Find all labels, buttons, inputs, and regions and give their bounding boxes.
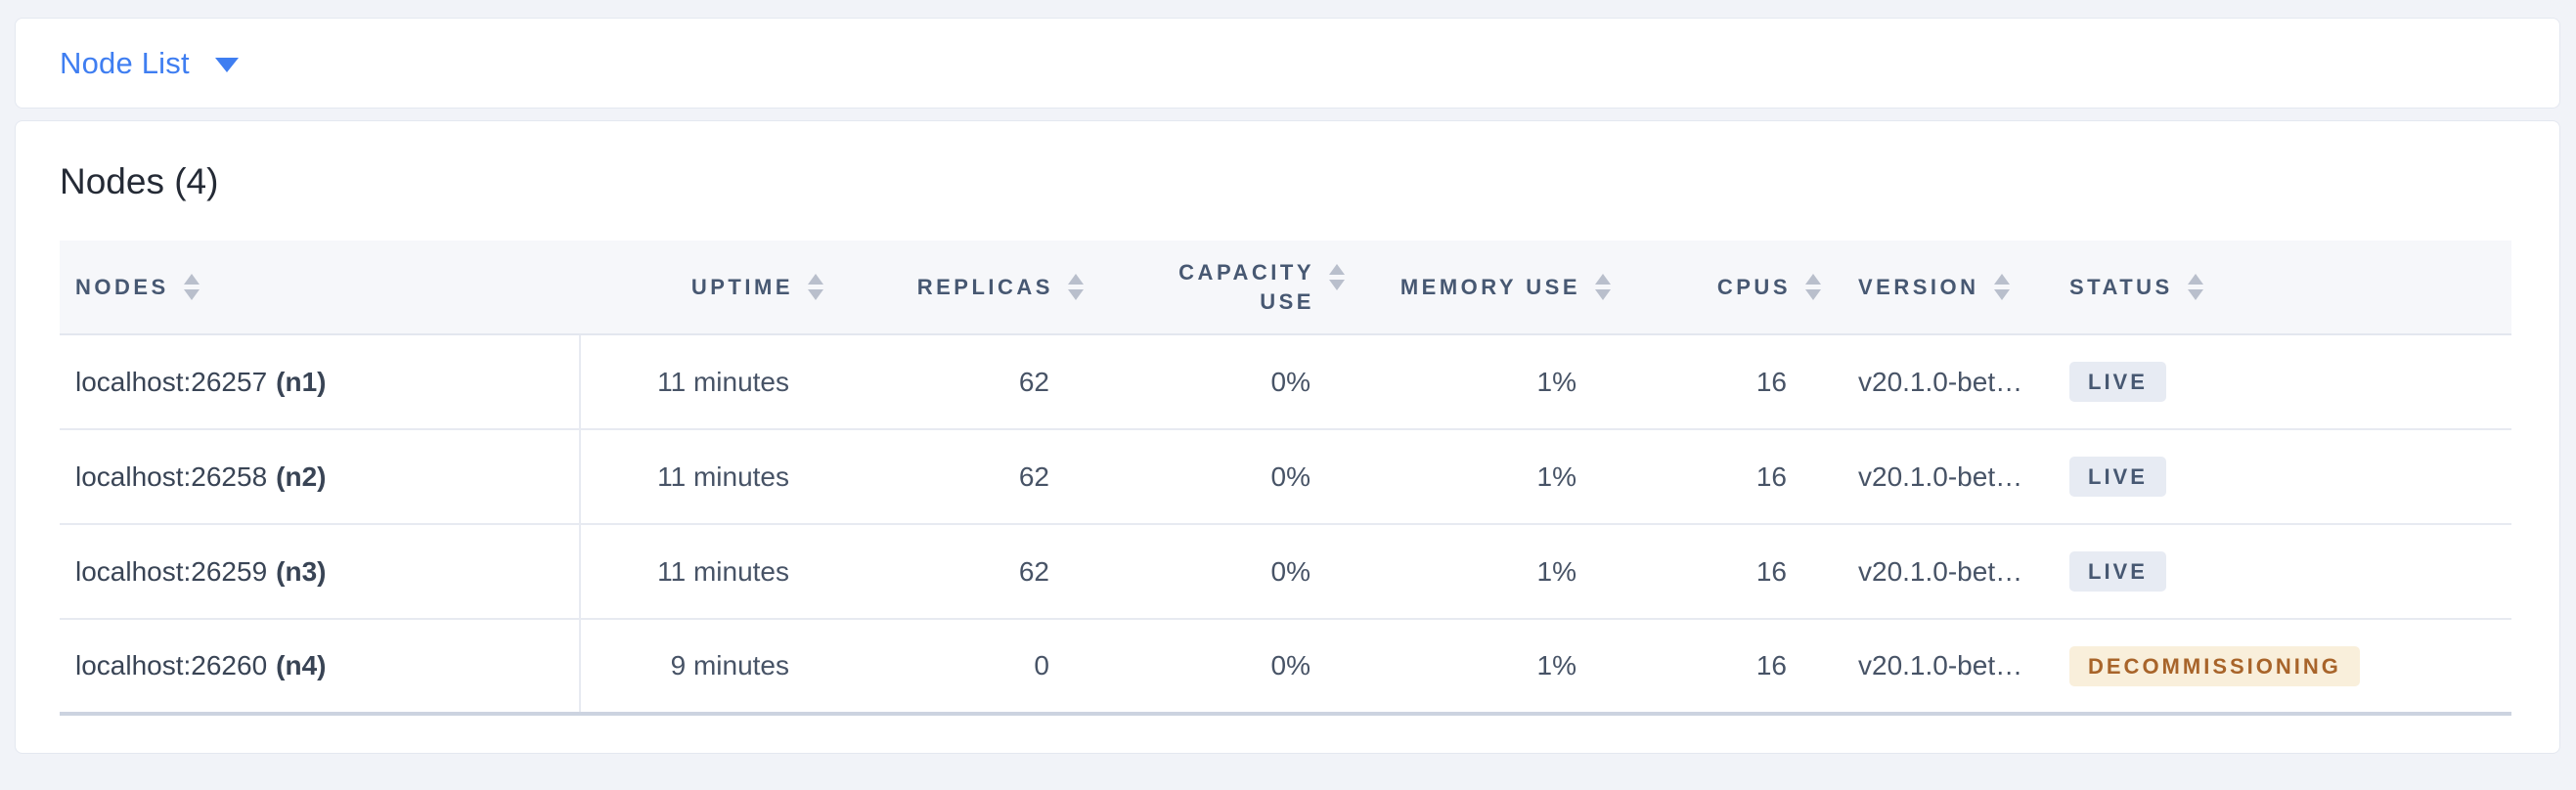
chevron-down-icon xyxy=(214,58,239,72)
cell-node-address: localhost:26259 (n3) xyxy=(60,524,581,620)
sort-icon[interactable] xyxy=(1595,274,1611,300)
cell-capacity-use: 0% xyxy=(1084,429,1345,525)
table-row[interactable]: localhost:26259 (n3) 11 minutes 62 0% 1% … xyxy=(60,524,2511,620)
cell-uptime: 11 minutes xyxy=(580,429,823,525)
header-uptime[interactable]: UPTIME xyxy=(580,241,823,335)
cell-version: v20.1.0-bet… xyxy=(1821,429,2065,525)
cell-cpus: 16 xyxy=(1611,429,1821,525)
cell-memory-use: 1% xyxy=(1345,334,1611,430)
table-row[interactable]: localhost:26257 (n1) 11 minutes 62 0% 1% … xyxy=(60,334,2511,430)
status-badge: LIVE xyxy=(2069,551,2166,592)
cell-cpus: 16 xyxy=(1611,334,1821,430)
cell-replicas: 62 xyxy=(823,334,1084,430)
cell-memory-use: 1% xyxy=(1345,429,1611,525)
view-selector-card: Node List xyxy=(15,18,2560,109)
sort-icon[interactable] xyxy=(1805,274,1821,300)
cell-uptime: 11 minutes xyxy=(580,524,823,620)
node-list-page: Node List Nodes (4) NODES xyxy=(0,18,2576,790)
cell-replicas: 0 xyxy=(823,619,1084,716)
cell-memory-use: 1% xyxy=(1345,619,1611,716)
sort-icon[interactable] xyxy=(2187,274,2203,300)
nodes-card: Nodes (4) NODES UPTIME xyxy=(15,120,2560,754)
table-row[interactable]: localhost:26260 (n4) 9 minutes 0 0% 1% 16… xyxy=(60,619,2511,716)
cell-node-address: localhost:26258 (n2) xyxy=(60,429,581,525)
table-header-row: NODES UPTIME REPLICAS xyxy=(60,241,2511,335)
table-row[interactable]: localhost:26258 (n2) 11 minutes 62 0% 1% … xyxy=(60,429,2511,525)
header-cpus[interactable]: CPUS xyxy=(1611,241,1821,335)
cell-capacity-use: 0% xyxy=(1084,619,1345,716)
cell-replicas: 62 xyxy=(823,524,1084,620)
sort-icon[interactable] xyxy=(808,274,823,300)
cell-capacity-use: 0% xyxy=(1084,524,1345,620)
sort-icon[interactable] xyxy=(1068,274,1084,300)
cell-status: DECOMMISSIONING xyxy=(2065,619,2511,716)
sort-icon[interactable] xyxy=(1993,274,2010,300)
cell-status: LIVE xyxy=(2065,429,2511,525)
cell-version: v20.1.0-bet… xyxy=(1821,334,2065,430)
cell-status: LIVE xyxy=(2065,524,2511,620)
header-memory-use[interactable]: MEMORY USE xyxy=(1345,241,1611,335)
cell-replicas: 62 xyxy=(823,429,1084,525)
sort-icon[interactable] xyxy=(1329,263,1345,290)
status-badge: DECOMMISSIONING xyxy=(2069,645,2360,686)
header-capacity-use[interactable]: CAPACITY USE xyxy=(1084,241,1345,335)
cell-capacity-use: 0% xyxy=(1084,334,1345,430)
header-version[interactable]: VERSION xyxy=(1821,241,2065,335)
sort-icon[interactable] xyxy=(183,274,200,300)
cell-uptime: 9 minutes xyxy=(580,619,823,716)
cell-version: v20.1.0-bet… xyxy=(1821,524,2065,620)
cell-cpus: 16 xyxy=(1611,619,1821,716)
view-selector-dropdown[interactable]: Node List xyxy=(60,46,239,81)
cell-version: v20.1.0-bet… xyxy=(1821,619,2065,716)
header-replicas[interactable]: REPLICAS xyxy=(823,241,1084,335)
cell-status: LIVE xyxy=(2065,334,2511,430)
cell-memory-use: 1% xyxy=(1345,524,1611,620)
header-status[interactable]: STATUS xyxy=(2065,241,2511,335)
view-selector-label: Node List xyxy=(60,45,190,80)
header-nodes[interactable]: NODES xyxy=(60,241,580,335)
nodes-table: NODES UPTIME REPLICAS xyxy=(60,241,2511,716)
status-badge: LIVE xyxy=(2069,457,2166,497)
cell-uptime: 11 minutes xyxy=(580,334,823,430)
page-title: Nodes (4) xyxy=(60,161,219,201)
cell-node-address: localhost:26260 (n4) xyxy=(60,619,581,716)
status-badge: LIVE xyxy=(2069,362,2166,402)
cell-cpus: 16 xyxy=(1611,524,1821,620)
cell-node-address: localhost:26257 (n1) xyxy=(60,334,581,430)
